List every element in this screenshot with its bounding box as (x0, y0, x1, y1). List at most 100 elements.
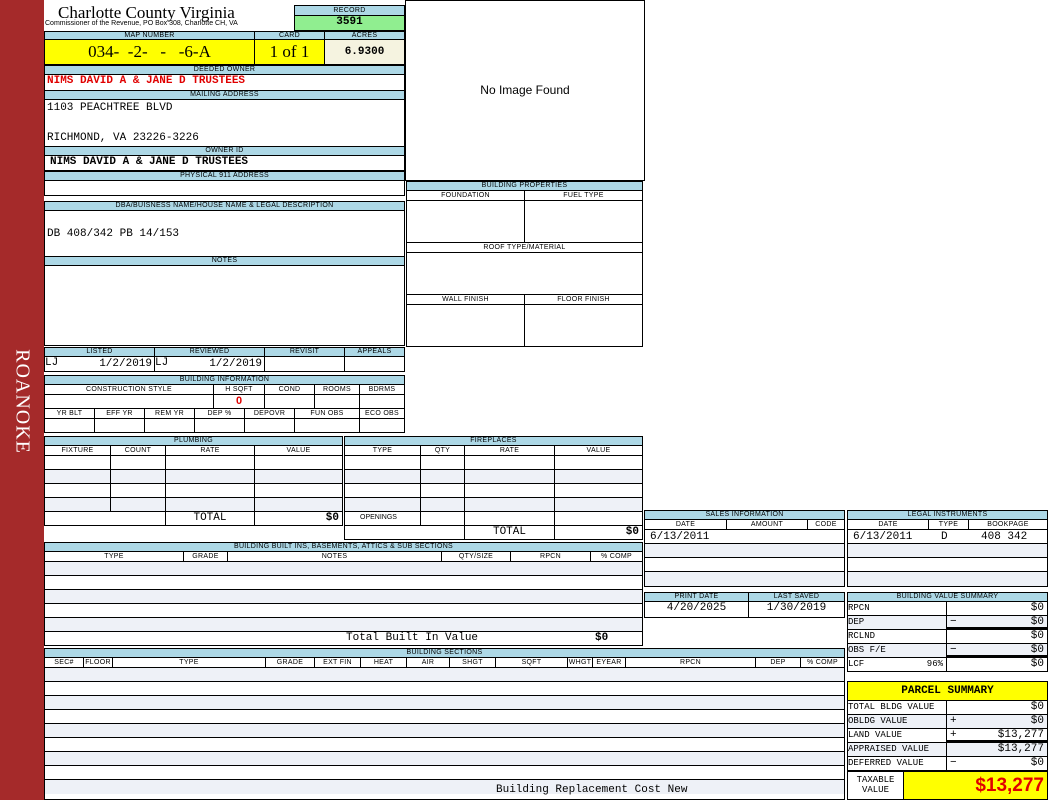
listed-date: 1/2/2019 (99, 358, 152, 370)
reviewed-cell: LJ 1/2/2019 (154, 356, 265, 372)
plumbing-total-value: $0 (254, 511, 343, 526)
appraised-value: $13,277 (946, 742, 1048, 757)
mailing-line-2: RICHMOND, VA 23226-3226 (47, 132, 199, 144)
minus-sign: − (950, 757, 957, 769)
parcel-row: OBLDG VALUE + $0 (847, 714, 1048, 729)
bvs-value-cell: − $0 (946, 615, 1048, 630)
bvs-row: DEP − $0 (847, 615, 1048, 630)
legal-description: DB 408/342 PB 14/153 (44, 210, 405, 257)
wall-finish-value (406, 304, 525, 347)
last-saved-date: 1/30/2019 (748, 601, 845, 618)
parcel-summary-table: TOTAL BLDG VALUE $0 OBLDG VALUE + $0 LAND V… (847, 700, 1048, 771)
eco-obs-value (359, 418, 405, 433)
builtin-total-label: Total Built In Value (346, 632, 479, 644)
notes-box (44, 265, 405, 346)
fuel-type-value (524, 200, 643, 243)
fireplace-total-label: TOTAL (464, 525, 555, 540)
parcel-value-cell: − $0 (946, 756, 1048, 771)
instrument-date: 6/13/2011 (853, 531, 913, 543)
bvs-value-cell: − $0 (946, 643, 1048, 658)
bvs-label: LCF (848, 659, 865, 669)
minus-sign: − (950, 616, 957, 628)
county-title: Charlotte County Virginia (58, 3, 235, 22)
bvs-label: RCLND (847, 629, 947, 644)
bdrms-value (359, 394, 405, 409)
cond-value (264, 394, 315, 409)
rooms-value (314, 394, 360, 409)
parcel-row: APPRAISED VALUE $13,277 (847, 742, 1048, 757)
parcel-value-cell: + $13,277 (946, 728, 1048, 743)
map-number: 034- -2- - -6-A (44, 39, 255, 65)
plus-sign: + (950, 715, 957, 727)
building-section-rows: Building Replacement Cost New (44, 667, 845, 800)
bvs-label-cell: LCF 96% (847, 657, 947, 672)
listed-cell: LJ 1/2/2019 (44, 356, 155, 372)
property-image-placeholder: No Image Found (405, 0, 645, 181)
parcel-summary-header: PARCEL SUMMARY (847, 681, 1048, 701)
bvs-row: RCLND $0 (847, 629, 1048, 644)
owner-id: NIMS DAVID A & JANE D TRUSTEES (44, 155, 405, 171)
replacement-cost-label: Building Replacement Cost New (496, 784, 688, 796)
builtin-total-value: $0 (595, 632, 609, 644)
sales-rows: 6/13/2011 (644, 529, 845, 587)
instrument-bookpage: 408 342 (981, 531, 1028, 543)
plumbing-total-spacer (44, 511, 166, 526)
mailing-address-box: 1103 PEACHTREE BLVD RICHMOND, VA 23226-3… (44, 99, 405, 147)
openings-label: OPENINGS (360, 514, 397, 521)
hsqft-value: 0 (213, 394, 265, 409)
parcel-value-cell: + $0 (946, 714, 1048, 729)
bvs-row: OBS F/E − $0 (847, 643, 1048, 658)
bvs-value: $0 (946, 629, 1048, 644)
instrument-type: D (941, 531, 948, 543)
parcel-row: LAND VALUE + $13,277 (847, 728, 1048, 743)
bvs-value: $0 (946, 601, 1048, 616)
county-subtitle: Commissioner of the Revenue, PO Box 308,… (45, 20, 238, 27)
sale-date: 6/13/2011 (650, 531, 710, 543)
bvs-label: OBS F/E (847, 643, 947, 658)
depovr-value (244, 418, 295, 433)
district-label: ROANOKE (11, 349, 34, 454)
card-number: 1 of 1 (254, 39, 325, 65)
building-value-summary-table: RPCN $0 DEP − $0 RCLND $0 OBS F/E − $0 LCF 96% $… (847, 601, 1048, 672)
lcf-percent: 96% (926, 659, 943, 669)
parcel-label: TOTAL BLDG VALUE (847, 700, 947, 715)
physical-address (44, 180, 405, 196)
instrument-rows: 6/13/2011 D 408 342 (847, 529, 1048, 587)
parcel-label: APPRAISED VALUE (847, 742, 947, 757)
fun-obs-value (294, 418, 360, 433)
parcel-value: $0 (946, 700, 1048, 715)
reviewed-by: LJ (155, 357, 169, 369)
minus-sign: − (950, 644, 957, 656)
parcel-label: LAND VALUE (847, 728, 947, 743)
parcel-value: $0 (1030, 715, 1044, 727)
bvs-row: RPCN $0 (847, 601, 1048, 616)
rem-yr-value (144, 418, 195, 433)
listed-by: LJ (45, 357, 59, 369)
deeded-owner: NIMS DAVID A & JANE D TRUSTEES (44, 74, 405, 91)
parcel-label: DEFERRED VALUE (847, 756, 947, 771)
record-number: 3591 (294, 15, 405, 31)
parcel-row: TOTAL BLDG VALUE $0 (847, 700, 1048, 715)
print-date: 4/20/2025 (644, 601, 749, 618)
appeals-value (344, 356, 405, 372)
floor-finish-value (524, 304, 643, 347)
plumbing-rows (44, 455, 343, 513)
bvs-label: DEP (847, 615, 947, 630)
foundation-value (406, 200, 525, 243)
side-band: ROANOKE (0, 0, 44, 800)
yr-blt-value (44, 418, 95, 433)
fireplace-rows: OPENINGS (344, 455, 643, 526)
dep-pct-value (194, 418, 245, 433)
bvs-row: LCF 96% $0 (847, 657, 1048, 672)
plus-sign: + (950, 729, 957, 741)
reviewed-date: 1/2/2019 (209, 358, 262, 370)
taxable-value-label: TAXABLE VALUE (847, 771, 904, 800)
parcel-value: $13,277 (997, 729, 1044, 741)
parcel-label: OBLDG VALUE (847, 714, 947, 729)
bvs-value: $0 (946, 657, 1048, 672)
fireplace-total-spacer (344, 525, 465, 540)
parcel-value: $0 (1030, 757, 1044, 769)
builtin-rows (44, 561, 643, 632)
bvs-value: $0 (1030, 616, 1044, 628)
taxable-value: $13,277 (903, 771, 1048, 800)
